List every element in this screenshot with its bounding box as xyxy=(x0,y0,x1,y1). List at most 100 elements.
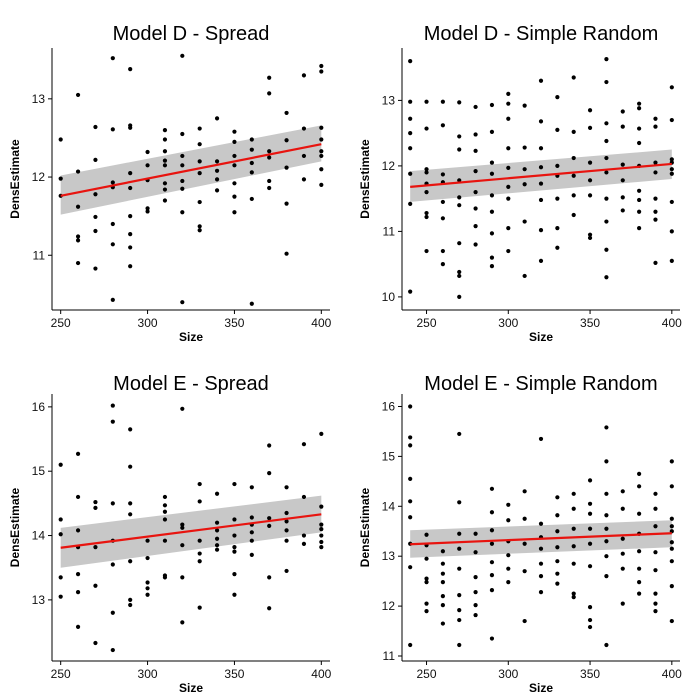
data-point xyxy=(653,568,658,573)
data-point xyxy=(620,208,625,213)
data-point xyxy=(301,73,307,78)
data-point xyxy=(489,264,495,269)
data-point xyxy=(408,171,413,176)
data-point xyxy=(604,79,609,85)
data-point xyxy=(440,580,445,585)
data-point xyxy=(180,153,185,159)
data-point xyxy=(319,153,324,159)
data-point xyxy=(440,99,445,104)
data-point xyxy=(267,575,272,580)
data-point xyxy=(214,188,220,193)
data-point xyxy=(145,555,150,561)
data-point xyxy=(473,206,478,211)
data-point xyxy=(669,546,674,551)
data-point xyxy=(538,146,544,151)
data-point xyxy=(319,63,324,69)
x-tick-label: 350 xyxy=(580,316,600,330)
y-tick-label: 10 xyxy=(382,290,396,304)
data-point xyxy=(604,642,609,648)
data-point xyxy=(571,212,576,218)
data-point xyxy=(506,184,511,189)
data-point xyxy=(457,593,462,598)
data-point xyxy=(637,484,642,489)
data-point xyxy=(587,564,593,569)
data-point xyxy=(93,124,98,130)
data-point xyxy=(128,464,133,469)
data-point xyxy=(489,209,495,214)
data-point xyxy=(128,245,133,250)
x-tick-label: 350 xyxy=(224,667,244,681)
data-point xyxy=(653,491,658,496)
data-point xyxy=(284,510,289,516)
data-point xyxy=(506,566,511,571)
data-point xyxy=(604,539,609,544)
data-point xyxy=(571,591,576,596)
data-point xyxy=(604,247,609,252)
data-point xyxy=(75,169,81,174)
data-point xyxy=(440,549,445,554)
data-point xyxy=(128,501,133,506)
data-point xyxy=(637,106,642,111)
data-point xyxy=(214,177,220,182)
data-point xyxy=(440,199,445,205)
data-point xyxy=(637,197,642,203)
data-point xyxy=(128,171,133,176)
data-point xyxy=(637,580,642,585)
data-point xyxy=(538,181,544,186)
data-point xyxy=(489,486,495,491)
data-point xyxy=(571,491,576,496)
x-axis-label: Size xyxy=(179,330,203,344)
data-point xyxy=(473,603,478,608)
data-point xyxy=(408,499,413,504)
data-point xyxy=(587,193,593,198)
data-point xyxy=(232,153,237,159)
data-point xyxy=(180,406,185,411)
data-point xyxy=(319,182,324,187)
data-point xyxy=(180,543,185,548)
data-point xyxy=(232,481,237,487)
data-point xyxy=(162,517,168,522)
data-point xyxy=(128,125,133,130)
x-tick-label: 250 xyxy=(417,667,437,681)
data-point xyxy=(669,524,674,529)
data-point xyxy=(457,273,462,279)
data-point xyxy=(489,573,495,578)
data-point xyxy=(424,214,429,220)
data-point xyxy=(538,197,544,203)
y-tick-label: 13 xyxy=(32,593,46,607)
data-point xyxy=(197,126,202,131)
data-point xyxy=(319,545,324,550)
data-point xyxy=(93,192,98,197)
x-tick-label: 400 xyxy=(311,316,331,330)
data-point xyxy=(301,442,307,447)
data-point xyxy=(232,129,237,134)
data-point xyxy=(522,145,527,150)
data-point xyxy=(249,137,254,142)
data-point xyxy=(424,556,429,561)
data-point xyxy=(267,443,272,448)
data-point xyxy=(522,569,527,574)
x-tick-label: 250 xyxy=(51,667,71,681)
data-point xyxy=(473,104,478,110)
data-point xyxy=(669,171,674,176)
data-point xyxy=(214,116,220,121)
data-point xyxy=(457,500,462,505)
x-tick-label: 350 xyxy=(224,316,244,330)
data-point xyxy=(587,478,593,483)
data-point xyxy=(162,494,168,500)
data-point xyxy=(489,160,495,165)
data-point xyxy=(110,419,115,424)
data-point xyxy=(424,99,429,104)
data-point xyxy=(457,178,462,183)
data-point xyxy=(653,217,658,222)
data-point xyxy=(538,436,544,442)
data-point xyxy=(457,241,462,246)
data-point xyxy=(587,617,593,623)
data-point xyxy=(669,117,674,123)
data-point xyxy=(162,538,168,543)
data-point xyxy=(249,485,254,490)
data-point xyxy=(75,624,81,630)
data-point xyxy=(440,172,445,177)
x-axis-label: Size xyxy=(529,681,553,695)
data-point xyxy=(457,531,462,536)
